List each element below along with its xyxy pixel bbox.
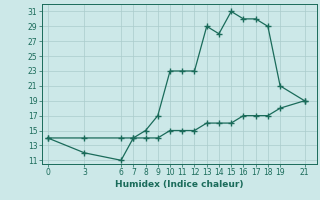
X-axis label: Humidex (Indice chaleur): Humidex (Indice chaleur)	[115, 180, 244, 189]
